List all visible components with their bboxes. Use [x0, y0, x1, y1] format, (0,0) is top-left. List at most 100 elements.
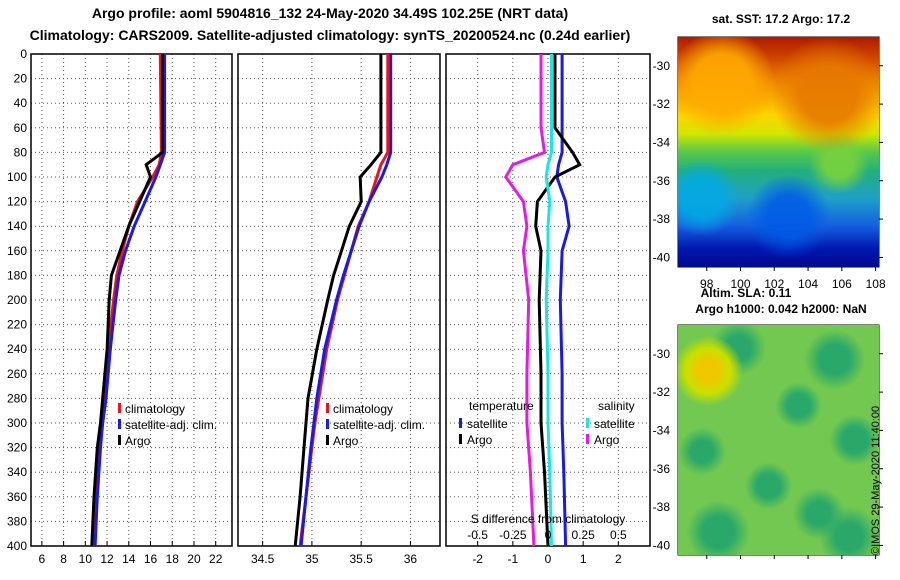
y-tick-label: 100 — [7, 170, 27, 184]
legend-swatch — [459, 434, 462, 444]
x-tick-label: 18 — [166, 552, 180, 566]
y-tick-label: 320 — [7, 441, 27, 455]
sst-map — [678, 37, 879, 267]
x-tick-label: 10 — [79, 552, 93, 566]
y-tick-label: 200 — [7, 293, 27, 307]
credit-text: ©IMOS 29-May-2020 11:40:00 — [870, 405, 882, 555]
s-tick-label: 0.5 — [610, 528, 627, 542]
x-tick-label: 35 — [305, 552, 319, 566]
sst-map-title: sat. SST: 17.2 Argo: 17.2 — [711, 12, 851, 26]
y-tick-label: 300 — [7, 416, 27, 430]
title-line-1: Argo profile: aoml 5904816_132 24-May-20… — [91, 5, 569, 21]
sla-y-tick-label: -36 — [653, 462, 671, 476]
series-line-salinity-argo — [504, 54, 547, 547]
series-line-temperature-argo — [534, 54, 582, 547]
x-tick-label: 34.5 — [251, 552, 275, 566]
series-line-argo — [90, 54, 164, 547]
y-tick-label: 340 — [7, 465, 27, 479]
legend-label: climatology — [333, 402, 393, 416]
sst-y-tick-label: -38 — [653, 212, 671, 226]
sst-x-tick-label: 100 — [730, 277, 750, 291]
legend-group-title: temperature — [469, 399, 534, 413]
y-tick-label: 160 — [7, 244, 27, 258]
legend-label: satellite-adj. clim. — [125, 418, 217, 432]
s-tick-label: 0.25 — [571, 528, 595, 542]
sla-y-tick-label: -34 — [653, 423, 671, 437]
x-tick-label: 36 — [404, 552, 418, 566]
legend-label: satellite-adj. clim. — [333, 418, 425, 432]
x-tick-label: 35.5 — [349, 552, 373, 566]
s-tick-label: -0.5 — [467, 528, 488, 542]
x-tick-label: 8 — [60, 552, 67, 566]
y-tick-label: 360 — [7, 490, 27, 504]
legend-swatch — [459, 418, 462, 428]
sla-map-title-1: Altim. SLA: 0.11 — [700, 286, 792, 300]
y-tick-label: 0 — [20, 47, 27, 61]
y-tick-label: 280 — [7, 391, 27, 405]
legend-label: Argo — [467, 433, 493, 447]
legend-swatch — [118, 419, 121, 429]
s-tick-label: -0.25 — [499, 528, 527, 542]
sst-x-tick-label: 102 — [764, 277, 784, 291]
x-tick-label: -2 — [472, 552, 483, 566]
series-line-salinity-satellite — [544, 54, 553, 547]
x-tick-label: 22 — [209, 552, 223, 566]
x-tick-label: -1 — [507, 552, 518, 566]
y-tick-label: 60 — [14, 121, 28, 135]
legend-label: Argo — [125, 434, 151, 448]
x-tick-label: 12 — [100, 552, 114, 566]
legend-label: Argo — [333, 434, 359, 448]
sla-y-tick-label: -32 — [653, 385, 671, 399]
legend-label: satellite — [594, 417, 635, 431]
title-line-2: Climatology: CARS2009. Satellite-adjuste… — [29, 27, 631, 43]
x-tick-label: 0 — [545, 552, 552, 566]
x-tick-label: 14 — [122, 552, 136, 566]
y-tick-label: 180 — [7, 268, 27, 282]
y-tick-label: 20 — [14, 72, 28, 86]
y-tick-label: 380 — [7, 514, 27, 528]
y-tick-label: 240 — [7, 342, 27, 356]
x-tick-label: 1 — [580, 552, 587, 566]
legend-label: satellite — [467, 417, 508, 431]
legend-swatch — [326, 435, 329, 445]
sst-y-tick-label: -36 — [653, 174, 671, 188]
panel-frame — [30, 53, 233, 547]
x-tick-label: 16 — [144, 552, 158, 566]
legend-swatch — [118, 403, 121, 413]
s-axis-label: S difference from climatology — [471, 512, 626, 526]
legend-label: climatology — [125, 402, 185, 416]
y-tick-label: 80 — [14, 145, 28, 159]
sst-x-tick-label: 98 — [700, 277, 714, 291]
sst-y-tick-label: -40 — [653, 250, 671, 264]
series-line-satellite-adj-clim- — [299, 54, 393, 547]
panel-frame — [445, 53, 651, 547]
sst-x-tick-label: 104 — [798, 277, 818, 291]
y-tick-label: 40 — [14, 96, 28, 110]
x-tick-label: 20 — [187, 552, 201, 566]
legend-swatch — [586, 418, 589, 428]
legend-group-title: salinity — [598, 399, 635, 413]
legend-swatch — [118, 435, 121, 445]
x-tick-label: 2 — [615, 552, 622, 566]
y-tick-label: 400 — [7, 539, 27, 553]
panel-frame — [237, 53, 441, 547]
series-line-temperature-satellite — [555, 54, 571, 547]
series-line-satellite-adj-clim- — [93, 54, 167, 547]
sla-y-tick-label: -38 — [653, 500, 671, 514]
y-tick-label: 120 — [7, 195, 27, 209]
sla-map — [678, 325, 879, 555]
legend-swatch — [586, 434, 589, 444]
series-line-argo — [293, 54, 383, 547]
legend-label: Argo — [594, 433, 620, 447]
sst-y-tick-label: -32 — [653, 97, 671, 111]
y-tick-label: 260 — [7, 367, 27, 381]
sst-x-tick-label: 108 — [866, 277, 886, 291]
sst-y-tick-label: -34 — [653, 135, 671, 149]
sla-y-tick-label: -30 — [653, 347, 671, 361]
y-tick-label: 220 — [7, 318, 27, 332]
x-tick-label: 6 — [39, 552, 46, 566]
sla-y-tick-label: -40 — [653, 538, 671, 552]
legend-swatch — [326, 419, 329, 429]
s-tick-label: 0 — [545, 528, 552, 542]
